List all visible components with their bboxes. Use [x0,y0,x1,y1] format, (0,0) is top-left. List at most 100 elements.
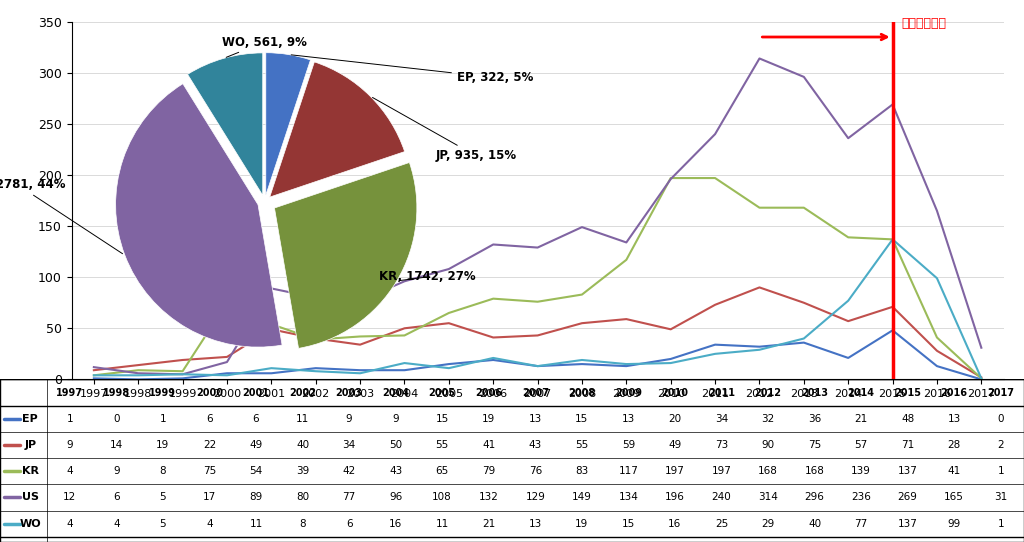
Text: 9: 9 [392,414,399,424]
Text: 15: 15 [622,519,635,528]
Text: 139: 139 [851,466,871,476]
Text: 4: 4 [206,519,213,528]
Text: 42: 42 [342,466,355,476]
Text: 2011: 2011 [708,388,735,397]
Text: 1998: 1998 [102,388,130,397]
Text: 6: 6 [253,414,259,424]
Text: 43: 43 [528,440,542,450]
Text: 57: 57 [854,440,867,450]
Text: 80: 80 [296,493,309,502]
Text: 8: 8 [160,466,166,476]
Text: 132: 132 [479,493,499,502]
Text: 2012: 2012 [755,388,781,397]
Text: 2009: 2009 [614,388,642,397]
Text: 196: 196 [665,493,685,502]
Text: 75: 75 [808,440,821,450]
Text: 129: 129 [525,493,545,502]
Text: 19: 19 [575,519,589,528]
Text: 9: 9 [113,466,120,476]
Text: US: US [22,493,39,502]
Text: 197: 197 [712,466,731,476]
Text: 314: 314 [758,493,778,502]
Text: 55: 55 [575,440,589,450]
Text: 0: 0 [997,414,1004,424]
Text: 유효분석구간: 유효분석구간 [901,17,946,30]
Text: 28: 28 [947,440,961,450]
Text: 48: 48 [901,414,914,424]
Text: 76: 76 [528,466,542,476]
Text: 96: 96 [389,493,402,502]
Text: 2008: 2008 [568,388,595,397]
Text: 99: 99 [947,519,961,528]
Text: 2013: 2013 [801,388,828,397]
Wedge shape [187,53,263,195]
Text: 6: 6 [206,414,213,424]
Text: 13: 13 [622,414,635,424]
Text: 29: 29 [762,519,774,528]
Text: 59: 59 [622,440,635,450]
Text: 34: 34 [715,414,728,424]
Text: 8: 8 [299,519,306,528]
Text: 83: 83 [575,466,589,476]
Text: 4: 4 [67,519,73,528]
Text: EP, 322, 5%: EP, 322, 5% [291,55,534,84]
Text: 14: 14 [110,440,123,450]
Text: 2017: 2017 [987,388,1014,397]
Text: 89: 89 [250,493,262,502]
Text: US, 2781, 44%: US, 2781, 44% [0,178,123,254]
Text: 79: 79 [482,466,496,476]
Text: 22: 22 [203,440,216,450]
Text: 2004: 2004 [382,388,410,397]
Text: 32: 32 [762,414,774,424]
Text: 77: 77 [342,493,355,502]
Text: 40: 40 [296,440,309,450]
Text: 11: 11 [435,519,449,528]
Text: 197: 197 [665,466,685,476]
Text: 50: 50 [389,440,402,450]
Text: 15: 15 [435,414,449,424]
Text: 41: 41 [947,466,961,476]
Text: 49: 49 [669,440,682,450]
Wedge shape [266,53,310,195]
Text: 117: 117 [618,466,638,476]
Text: 236: 236 [851,493,871,502]
Text: 21: 21 [854,414,867,424]
Text: 11: 11 [296,414,309,424]
Text: JP: JP [25,440,36,450]
Text: 5: 5 [160,493,166,502]
Text: 16: 16 [669,519,682,528]
Text: 77: 77 [854,519,867,528]
Text: 269: 269 [898,493,918,502]
Text: 31: 31 [994,493,1008,502]
Text: 2007: 2007 [522,388,549,397]
Text: 19: 19 [157,440,170,450]
Text: 13: 13 [528,519,542,528]
Text: 0: 0 [113,414,120,424]
Text: 165: 165 [944,493,965,502]
Text: 2016: 2016 [941,388,968,397]
Text: 54: 54 [250,466,262,476]
Text: 40: 40 [808,519,821,528]
Text: 2015: 2015 [894,388,922,397]
Text: 6: 6 [113,493,120,502]
Text: 73: 73 [715,440,728,450]
Text: 137: 137 [898,466,918,476]
Text: 1997: 1997 [56,388,83,397]
Text: 5: 5 [160,519,166,528]
Text: 34: 34 [342,440,355,450]
Text: 12: 12 [63,493,77,502]
Text: 168: 168 [758,466,778,476]
Text: 1: 1 [67,414,73,424]
Text: WO: WO [19,519,41,528]
Text: 1999: 1999 [150,388,176,397]
Text: 13: 13 [947,414,961,424]
Text: 20: 20 [669,414,681,424]
Text: 1: 1 [160,414,166,424]
Text: JP, 935, 15%: JP, 935, 15% [373,98,517,163]
Text: 19: 19 [482,414,496,424]
Text: EP: EP [23,414,38,424]
Text: 25: 25 [715,519,728,528]
Text: 1: 1 [997,466,1005,476]
Text: 1: 1 [997,519,1005,528]
Text: 9: 9 [67,440,73,450]
